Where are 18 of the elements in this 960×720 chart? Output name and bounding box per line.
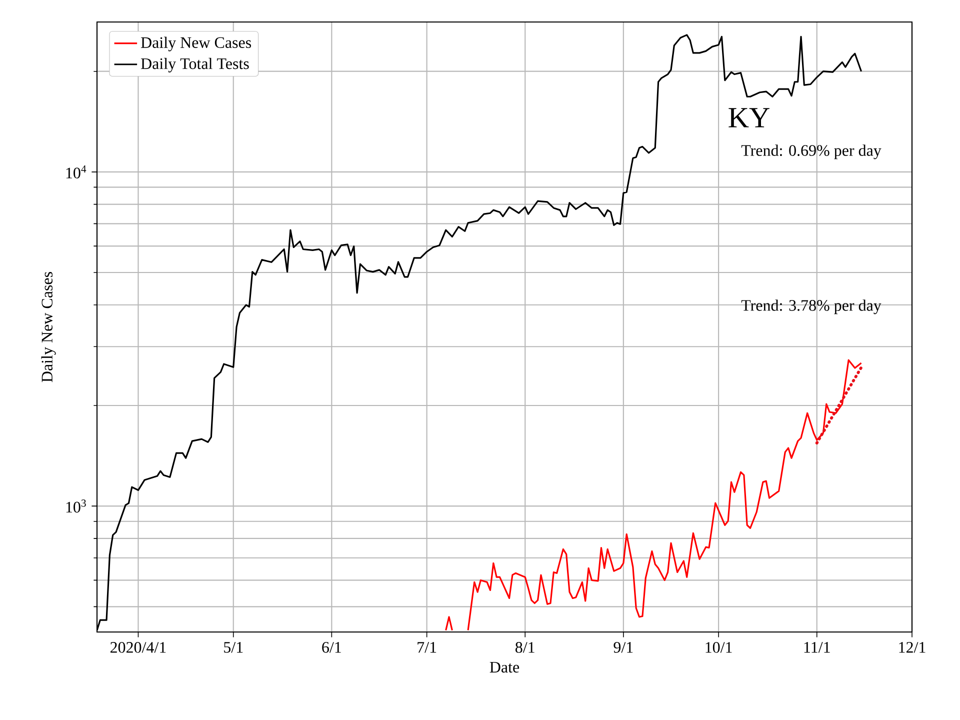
x-tick-label: 2020/4/1 — [110, 642, 166, 653]
x-tick-label: 12/1 — [899, 642, 926, 653]
text: KY — [728, 108, 770, 128]
x-tick-label: 7/1 — [418, 642, 436, 653]
x-tick-label: 8/1 — [516, 642, 534, 653]
x-axis-title: Date — [490, 662, 520, 673]
legend-label: Daily New Cases — [140, 36, 252, 52]
y-tick-label: 10$^{4}$ — [66, 165, 86, 178]
y-axis-title: Daily New Cases — [41, 272, 56, 382]
y-tick-label: 10$^{3}$ — [66, 500, 86, 513]
annotation: Trend: 3.78% per day — [741, 300, 882, 314]
x-tick-label: 9/1 — [614, 642, 633, 653]
x-tick-label: 11/1 — [804, 642, 830, 653]
x-tick-label: 10/1 — [706, 642, 732, 653]
legend-label: Daily Total Tests — [140, 58, 249, 72]
annotation: Trend: 0.69% per day — [741, 144, 882, 160]
x-tick-label: 6/1 — [322, 642, 341, 653]
x-tick-label: 5/1 — [224, 642, 243, 653]
